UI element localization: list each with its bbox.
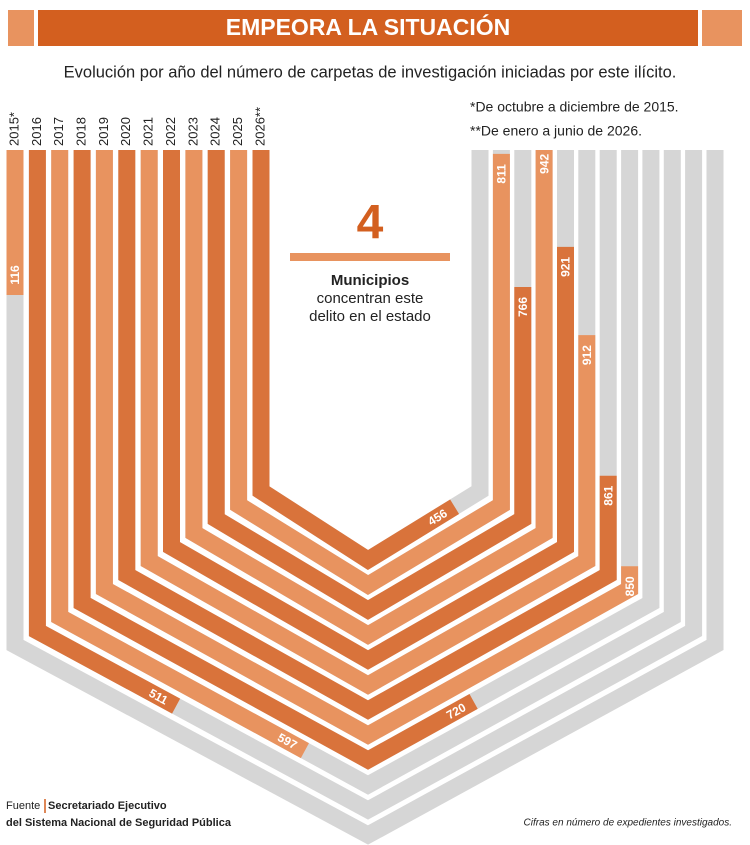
subtitle: Evolución por año del número de carpetas…	[64, 63, 677, 81]
note: **De enero a junio de 2026.	[470, 123, 642, 139]
category-label: 2025	[230, 117, 245, 146]
ribbon	[185, 150, 553, 645]
category-label: 2017	[51, 117, 66, 146]
highlight-text: delito en el estado	[309, 308, 431, 325]
value-label: 766	[516, 297, 530, 317]
category-label: 2026**	[252, 107, 267, 146]
highlight-rule	[290, 253, 450, 261]
source: Secretariado Ejecutivo	[48, 800, 167, 812]
highlight-value: 4	[357, 197, 384, 250]
header-deco	[702, 10, 742, 46]
source-label: Fuente	[6, 800, 40, 812]
ribbon	[118, 150, 617, 720]
category-label: 2021	[141, 117, 156, 146]
value-label: 861	[601, 485, 615, 505]
highlight-text: concentran este	[317, 290, 424, 307]
category-label: 2019	[96, 117, 111, 146]
ribbon	[163, 150, 574, 670]
value-label: 912	[580, 345, 594, 365]
category-label: 2024	[208, 117, 223, 146]
track	[6, 150, 724, 845]
value-label: 116	[8, 265, 22, 285]
ribbon	[73, 150, 478, 770]
footnote: Cifras en número de expedientes investig…	[524, 818, 732, 829]
value-label: 942	[537, 153, 551, 173]
value-label: 811	[495, 164, 509, 184]
value-label: 850	[623, 576, 637, 596]
highlight-label: Municipios	[331, 272, 409, 289]
ribbon	[252, 150, 460, 571]
ribbon	[207, 150, 532, 620]
source: del Sistema Nacional de Seguridad Públic…	[6, 817, 232, 829]
ribbon	[95, 150, 639, 745]
ribbon	[140, 150, 596, 695]
value-label: 921	[559, 257, 573, 277]
ribbon	[51, 150, 309, 759]
ribbon	[230, 150, 510, 595]
category-label: 2015*	[6, 112, 21, 146]
category-label: 2020	[118, 117, 133, 146]
note: *De octubre a diciembre de 2015.	[470, 99, 679, 115]
ribbon	[28, 150, 181, 714]
category-label: 2016	[29, 117, 44, 146]
chart-title: EMPEORA LA SITUACIÓN	[226, 13, 511, 40]
category-label: 2018	[74, 117, 89, 146]
header-bar	[38, 10, 698, 46]
category-label: 2022	[163, 117, 178, 146]
header-deco	[8, 10, 34, 46]
category-label: 2023	[185, 117, 200, 146]
